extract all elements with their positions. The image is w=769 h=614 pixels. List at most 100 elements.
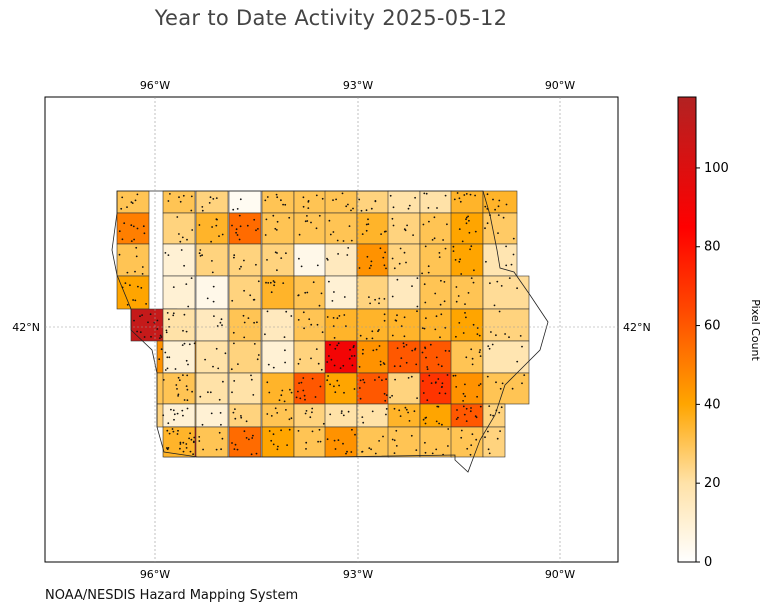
county-polygon [228, 308, 262, 342]
detection-point [165, 331, 168, 334]
detection-point [377, 330, 379, 333]
county-polygon [116, 275, 150, 310]
detection-point [486, 375, 489, 378]
detection-point [158, 358, 161, 361]
detection-point [264, 234, 267, 236]
detection-point [326, 361, 329, 363]
detection-point [405, 261, 407, 264]
detection-point [192, 441, 195, 444]
detection-point [182, 441, 185, 444]
detection-point [315, 348, 318, 350]
detection-point [425, 317, 427, 320]
detection-point [519, 335, 522, 337]
detection-point [183, 264, 186, 267]
detection-point [173, 413, 176, 416]
county-polygon [228, 243, 262, 277]
county-polygon [293, 275, 327, 310]
detection-point [162, 414, 165, 417]
detection-point [222, 380, 224, 383]
detection-point [430, 382, 433, 384]
detection-point [469, 453, 472, 456]
detection-point [391, 438, 394, 441]
detection-point [467, 215, 469, 218]
colorbar-tick-label: 0 [704, 555, 712, 570]
detection-point [424, 441, 426, 444]
county-polygon [162, 275, 196, 310]
county-polygon [293, 308, 327, 342]
detection-point [408, 420, 411, 422]
detection-point [266, 381, 269, 384]
detection-point [118, 253, 121, 256]
county-polygon [482, 243, 518, 277]
detection-point [353, 388, 356, 390]
detection-point [171, 428, 174, 430]
detection-point [182, 414, 184, 417]
detection-point [307, 207, 310, 210]
detection-point [172, 314, 175, 317]
detection-point [265, 218, 268, 221]
detection-point [337, 342, 340, 345]
county-polygon [387, 426, 421, 458]
county-polygon [228, 275, 262, 310]
county-polygon [293, 403, 327, 428]
detection-point [378, 440, 380, 442]
detection-point [476, 395, 478, 398]
detection-point [274, 407, 277, 410]
detection-point [217, 367, 220, 370]
lon-label-top-93: 93°W [343, 79, 373, 92]
detection-point [302, 205, 305, 208]
detection-point [232, 331, 235, 334]
detection-point [521, 382, 523, 385]
detection-point [176, 412, 179, 415]
county-polygon [419, 243, 453, 277]
detection-point [267, 282, 270, 284]
detection-point [463, 413, 466, 416]
county-polygon [356, 308, 390, 342]
detection-point [232, 411, 235, 414]
detection-point [272, 443, 275, 446]
county-polygon [450, 372, 484, 405]
county-polygon [324, 403, 358, 428]
county-polygon [387, 372, 421, 405]
detection-point [253, 218, 256, 221]
detection-point [471, 363, 474, 366]
detection-point [134, 199, 137, 202]
county-polygon [324, 275, 358, 310]
detection-point [335, 198, 337, 201]
detection-point [484, 205, 487, 208]
detection-point [470, 444, 473, 447]
detection-point [188, 343, 191, 346]
detection-point [349, 348, 351, 351]
detection-point [421, 351, 424, 354]
detection-point [385, 408, 388, 410]
detection-point [253, 321, 256, 324]
detection-point [276, 269, 278, 272]
detection-point [306, 215, 308, 217]
detection-point [270, 291, 273, 294]
lon-label-top-96: 96°W [140, 79, 170, 92]
detection-point [488, 405, 491, 407]
detection-point [181, 344, 184, 346]
detection-point [185, 359, 188, 362]
detection-point [121, 238, 124, 241]
detection-point [442, 453, 444, 456]
detection-point [168, 432, 171, 435]
detection-point [457, 416, 459, 419]
detection-point [210, 412, 213, 415]
detection-point [435, 420, 438, 423]
detection-point [179, 447, 181, 450]
detection-point [333, 364, 336, 367]
detection-point [381, 379, 383, 382]
detection-point [384, 399, 387, 402]
detection-point [305, 441, 308, 444]
detection-point [452, 250, 455, 253]
detection-point [164, 369, 167, 371]
county-polygon [419, 372, 453, 405]
detection-point [304, 398, 306, 401]
detection-point [311, 411, 313, 414]
detection-point [237, 363, 239, 365]
detection-point [487, 448, 490, 451]
detection-point [458, 197, 461, 200]
detection-point [395, 445, 398, 447]
detection-point [446, 374, 449, 376]
